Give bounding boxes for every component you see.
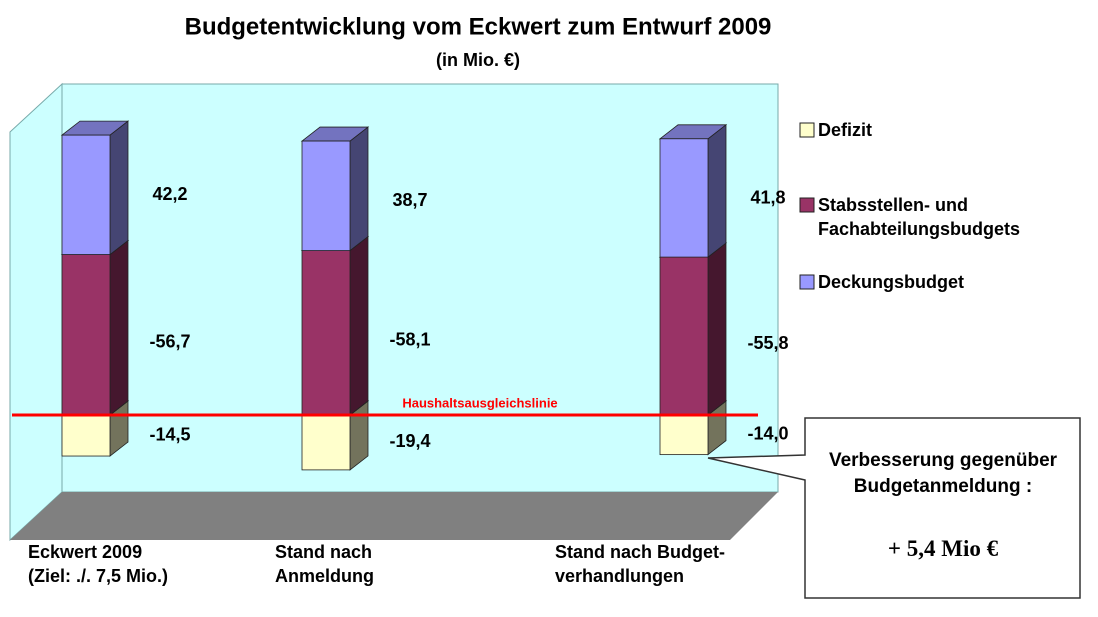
bar-segment	[300, 235, 370, 416]
bar-front	[61, 134, 111, 255]
bar-side	[349, 126, 369, 252]
bar-front	[659, 414, 709, 456]
bar-side	[349, 235, 369, 416]
legend-label: Stabsstellen- und Fachabteilungsbudgets	[818, 195, 1021, 239]
bar-front	[659, 256, 709, 416]
chart-title: Budgetentwicklung vom Eckwert zum Entwur…	[185, 13, 772, 40]
bar-front	[301, 140, 351, 251]
bar-front	[659, 138, 709, 258]
value-label: -55,8	[747, 333, 788, 353]
value-label: -14,0	[747, 424, 788, 444]
value-label: -56,7	[149, 332, 190, 352]
legend-label: Deckungsbudget	[818, 272, 965, 292]
value-label: -58,1	[389, 330, 430, 350]
value-label: 41,8	[750, 188, 785, 208]
bar-front	[301, 414, 351, 471]
bar-segment	[658, 242, 728, 416]
bar-front	[61, 414, 111, 457]
value-label: 38,7	[392, 190, 427, 210]
x-tick-label: Eckwert 2009 (Ziel: ./. 7,5 Mio.)	[28, 542, 169, 586]
chart-subtitle: (in Mio. €)	[436, 50, 520, 70]
bar-side	[707, 242, 727, 416]
bar-segment	[658, 123, 728, 258]
legend-swatch	[799, 122, 815, 138]
line-label: Haushaltsausgleichslinie	[402, 395, 557, 410]
bar-segment	[60, 239, 130, 416]
bar-side	[109, 120, 129, 256]
bar-front	[61, 254, 111, 416]
value-label: 42,2	[152, 184, 187, 204]
callout-text: Verbesserung gegenüber Budgetanmeldung :	[828, 450, 1058, 497]
bar-side	[707, 123, 727, 258]
floor	[10, 492, 778, 540]
side-wall	[9, 82, 63, 542]
bar-segment	[300, 126, 370, 252]
legend-label: Defizit	[818, 120, 872, 140]
bar-side	[109, 239, 129, 416]
bar-segment	[60, 120, 130, 256]
legend-swatch	[799, 274, 815, 290]
bars	[60, 120, 728, 471]
callout-value: + 5,4 Mio €	[887, 536, 999, 561]
x-tick-label: Stand nach Anmeldung	[275, 542, 374, 586]
legend-swatch	[799, 197, 815, 213]
value-label: -14,5	[149, 424, 190, 444]
x-tick-label: Stand nach Budget-verhandlungen	[555, 542, 725, 586]
value-label: -19,4	[389, 431, 430, 451]
callout-box	[707, 417, 1081, 599]
bar-front	[301, 250, 351, 416]
